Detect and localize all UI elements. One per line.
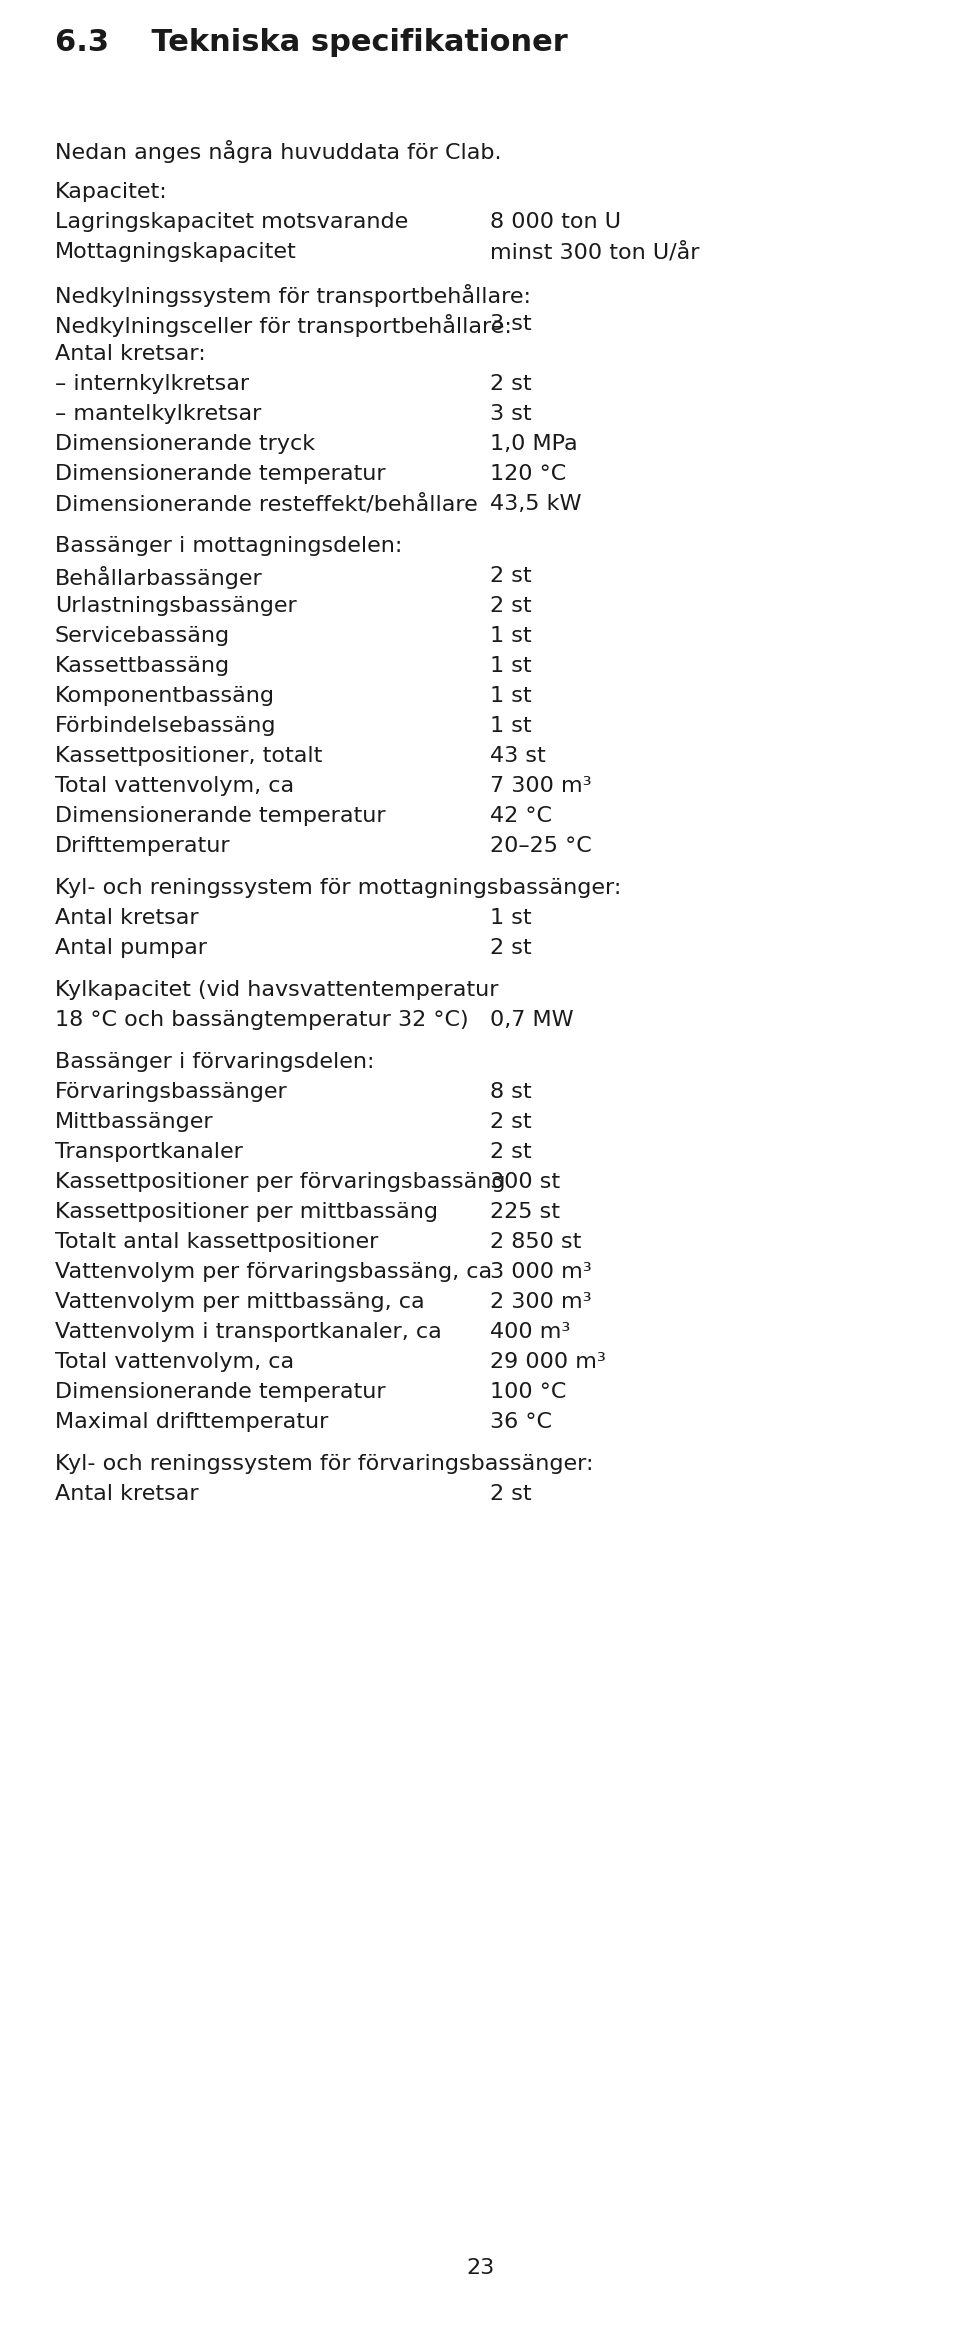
Text: 300 st: 300 st bbox=[490, 1172, 560, 1193]
Text: Antal kretsar:: Antal kretsar: bbox=[55, 344, 205, 365]
Text: Totalt antal kassettpositioner: Totalt antal kassettpositioner bbox=[55, 1232, 378, 1251]
Text: Vattenvolym i transportkanaler, ca: Vattenvolym i transportkanaler, ca bbox=[55, 1323, 442, 1342]
Text: 0,7 MW: 0,7 MW bbox=[490, 1009, 574, 1030]
Text: 1 st: 1 st bbox=[490, 656, 532, 677]
Text: 2 st: 2 st bbox=[490, 595, 532, 616]
Text: Dimensionerande temperatur: Dimensionerande temperatur bbox=[55, 1381, 386, 1402]
Text: Nedkylningsceller för transportbehållare:: Nedkylningsceller för transportbehållare… bbox=[55, 314, 512, 337]
Text: 8 st: 8 st bbox=[490, 1081, 532, 1102]
Text: Behållarbassänger: Behållarbassänger bbox=[55, 565, 263, 588]
Text: Dimensionerande temperatur: Dimensionerande temperatur bbox=[55, 807, 386, 825]
Text: 43,5 kW: 43,5 kW bbox=[490, 493, 582, 514]
Text: 2 st: 2 st bbox=[490, 374, 532, 393]
Text: 29 000 m³: 29 000 m³ bbox=[490, 1353, 606, 1372]
Text: Nedkylningssystem för transportbehållare:: Nedkylningssystem för transportbehållare… bbox=[55, 284, 531, 307]
Text: Dimensionerande tryck: Dimensionerande tryck bbox=[55, 435, 315, 453]
Text: Kapacitet:: Kapacitet: bbox=[55, 181, 168, 202]
Text: Total vattenvolym, ca: Total vattenvolym, ca bbox=[55, 1353, 294, 1372]
Text: 2 st: 2 st bbox=[490, 1142, 532, 1162]
Text: 1 st: 1 st bbox=[490, 909, 532, 928]
Text: 20–25 °C: 20–25 °C bbox=[490, 837, 591, 856]
Text: Bassänger i mottagningsdelen:: Bassänger i mottagningsdelen: bbox=[55, 537, 402, 556]
Text: Antal kretsar: Antal kretsar bbox=[55, 909, 199, 928]
Text: 2 300 m³: 2 300 m³ bbox=[490, 1293, 591, 1311]
Text: Dimensionerande temperatur: Dimensionerande temperatur bbox=[55, 465, 386, 484]
Text: Kyl- och reningssystem för förvaringsbassänger:: Kyl- och reningssystem för förvaringsbas… bbox=[55, 1453, 593, 1474]
Text: Kassettpositioner per förvaringsbassäng: Kassettpositioner per förvaringsbassäng bbox=[55, 1172, 506, 1193]
Text: 6.3    Tekniska specifikationer: 6.3 Tekniska specifikationer bbox=[55, 28, 567, 58]
Text: 1 st: 1 st bbox=[490, 625, 532, 646]
Text: Mittbassänger: Mittbassänger bbox=[55, 1111, 214, 1132]
Text: Förbindelsebassäng: Förbindelsebassäng bbox=[55, 716, 276, 737]
Text: 2 st: 2 st bbox=[490, 1111, 532, 1132]
Text: 42 °C: 42 °C bbox=[490, 807, 552, 825]
Text: 23: 23 bbox=[466, 2258, 494, 2278]
Text: Kassettpositioner per mittbassäng: Kassettpositioner per mittbassäng bbox=[55, 1202, 438, 1223]
Text: Kassettpositioner, totalt: Kassettpositioner, totalt bbox=[55, 746, 323, 765]
Text: Antal pumpar: Antal pumpar bbox=[55, 937, 207, 958]
Text: – mantelkylkretsar: – mantelkylkretsar bbox=[55, 405, 261, 423]
Text: Förvaringsbassänger: Förvaringsbassänger bbox=[55, 1081, 288, 1102]
Text: Transportkanaler: Transportkanaler bbox=[55, 1142, 243, 1162]
Text: Drifttemperatur: Drifttemperatur bbox=[55, 837, 230, 856]
Text: 2 850 st: 2 850 st bbox=[490, 1232, 582, 1251]
Text: minst 300 ton U/år: minst 300 ton U/år bbox=[490, 242, 700, 263]
Text: 1 st: 1 st bbox=[490, 716, 532, 737]
Text: Mottagningskapacitet: Mottagningskapacitet bbox=[55, 242, 297, 263]
Text: 2 st: 2 st bbox=[490, 1483, 532, 1504]
Text: 225 st: 225 st bbox=[490, 1202, 560, 1223]
Text: Total vattenvolym, ca: Total vattenvolym, ca bbox=[55, 777, 294, 795]
Text: Dimensionerande resteffekt/behållare: Dimensionerande resteffekt/behållare bbox=[55, 493, 478, 514]
Text: Maximal drifttemperatur: Maximal drifttemperatur bbox=[55, 1411, 328, 1432]
Text: Kyl- och reningssystem för mottagningsbassänger:: Kyl- och reningssystem för mottagningsba… bbox=[55, 879, 621, 897]
Text: 7 300 m³: 7 300 m³ bbox=[490, 777, 591, 795]
Text: 18 °C och bassängtemperatur 32 °C): 18 °C och bassängtemperatur 32 °C) bbox=[55, 1009, 468, 1030]
Text: 1,0 MPa: 1,0 MPa bbox=[490, 435, 578, 453]
Text: 120 °C: 120 °C bbox=[490, 465, 566, 484]
Text: Vattenvolym per förvaringsbassäng, ca: Vattenvolym per förvaringsbassäng, ca bbox=[55, 1262, 492, 1281]
Text: Antal kretsar: Antal kretsar bbox=[55, 1483, 199, 1504]
Text: Lagringskapacitet motsvarande: Lagringskapacitet motsvarande bbox=[55, 212, 408, 232]
Text: 3 st: 3 st bbox=[490, 314, 532, 335]
Text: Kylkapacitet (vid havsvattentemperatur: Kylkapacitet (vid havsvattentemperatur bbox=[55, 981, 498, 1000]
Text: 8 000 ton U: 8 000 ton U bbox=[490, 212, 621, 232]
Text: 2 st: 2 st bbox=[490, 937, 532, 958]
Text: 3 st: 3 st bbox=[490, 405, 532, 423]
Text: Urlastningsbassänger: Urlastningsbassänger bbox=[55, 595, 297, 616]
Text: Bassänger i förvaringsdelen:: Bassänger i förvaringsdelen: bbox=[55, 1051, 374, 1072]
Text: Komponentbassäng: Komponentbassäng bbox=[55, 686, 275, 707]
Text: 43 st: 43 st bbox=[490, 746, 545, 765]
Text: Nedan anges några huvuddata för Clab.: Nedan anges några huvuddata för Clab. bbox=[55, 140, 501, 163]
Text: 1 st: 1 st bbox=[490, 686, 532, 707]
Text: 2 st: 2 st bbox=[490, 565, 532, 586]
Text: 3 000 m³: 3 000 m³ bbox=[490, 1262, 591, 1281]
Text: 100 °C: 100 °C bbox=[490, 1381, 566, 1402]
Text: Vattenvolym per mittbassäng, ca: Vattenvolym per mittbassäng, ca bbox=[55, 1293, 424, 1311]
Text: Kassettbassäng: Kassettbassäng bbox=[55, 656, 230, 677]
Text: 36 °C: 36 °C bbox=[490, 1411, 552, 1432]
Text: – internkylkretsar: – internkylkretsar bbox=[55, 374, 250, 393]
Text: 400 m³: 400 m³ bbox=[490, 1323, 570, 1342]
Text: Servicebassäng: Servicebassäng bbox=[55, 625, 230, 646]
